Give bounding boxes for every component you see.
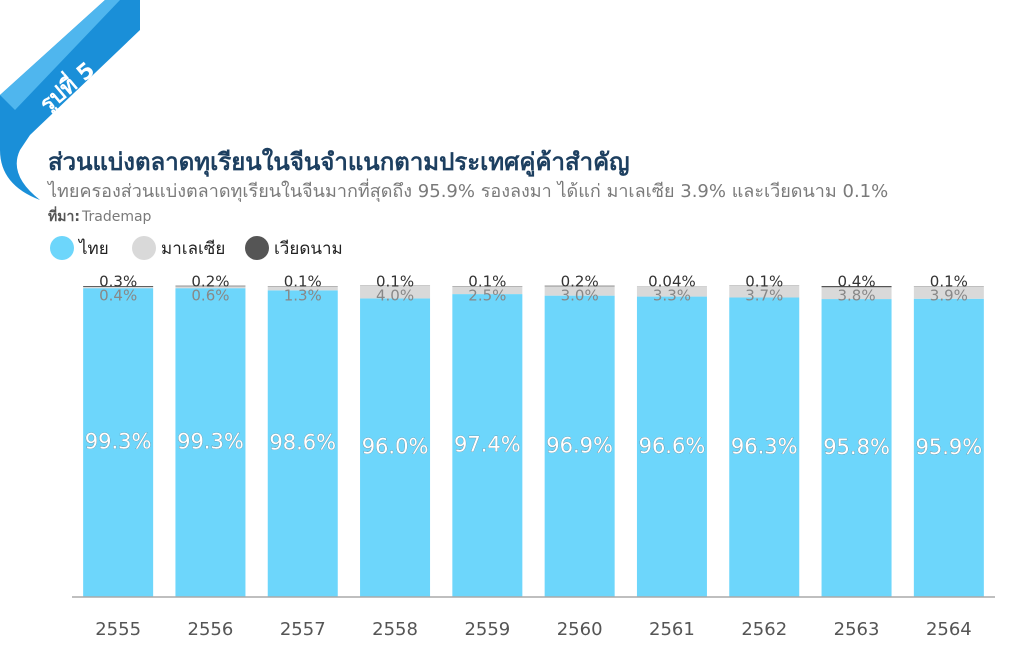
x-tick-label: 2556 xyxy=(188,619,234,640)
value-label: 1.3% xyxy=(284,287,322,305)
source: Trademap xyxy=(81,209,152,225)
bar-segment xyxy=(636,286,707,297)
bar-segment xyxy=(175,286,246,289)
x-tick-label: 2563 xyxy=(834,619,880,640)
value-label: 95.9% xyxy=(915,435,982,459)
value-label: 0.4% xyxy=(837,273,875,291)
value-label: 95.8% xyxy=(823,435,890,459)
value-label: 0.1% xyxy=(745,273,783,291)
bar-segment xyxy=(175,288,246,597)
bar-segment xyxy=(83,286,154,289)
bar-segment xyxy=(267,286,338,291)
bar-segment xyxy=(729,286,800,298)
value-label: 0.1% xyxy=(930,273,968,291)
source-label: ที่มา: xyxy=(48,206,80,225)
bar-segment xyxy=(452,294,523,597)
x-tick-label: 2560 xyxy=(557,619,603,640)
value-label: 0.4% xyxy=(99,287,137,305)
value-label: 3.8% xyxy=(837,287,875,305)
x-tick-label: 2558 xyxy=(372,619,418,640)
legend-swatch xyxy=(132,236,156,260)
bar-segment xyxy=(360,298,431,597)
bar-segment xyxy=(821,286,892,288)
bar-segment xyxy=(544,285,615,287)
bar-segment xyxy=(544,286,615,296)
bar-segment xyxy=(729,297,800,597)
value-label: 3.3% xyxy=(653,287,691,305)
value-label: 96.6% xyxy=(639,434,706,458)
chart-title: ส่วนแบ่งตลาดทุเรียนในจีนจำแนกตามประเทศคู… xyxy=(48,147,630,178)
value-label: 0.2% xyxy=(191,273,229,291)
value-label: 96.3% xyxy=(731,434,798,458)
bar-segment xyxy=(360,286,431,299)
x-tick-label: 2564 xyxy=(926,619,972,640)
value-label: 99.3% xyxy=(177,430,244,454)
value-label: 3.7% xyxy=(745,287,783,305)
legend-label: มาเลเซีย xyxy=(161,239,225,259)
value-label: 0.1% xyxy=(284,273,322,291)
value-label: 0.04% xyxy=(648,273,696,291)
value-label: 3.0% xyxy=(561,287,599,305)
value-label: 0.2% xyxy=(561,273,599,291)
legend-label: เวียดนาม xyxy=(274,239,343,259)
badge-highlight xyxy=(0,0,120,110)
value-label: 99.3% xyxy=(85,430,152,454)
bar-segment xyxy=(821,287,892,300)
value-label: 0.1% xyxy=(468,273,506,291)
bar-segment xyxy=(83,286,154,287)
bar-segment xyxy=(175,285,246,287)
legend-swatch xyxy=(245,236,269,260)
bar-segment xyxy=(913,298,984,597)
bar-segment xyxy=(544,295,615,597)
x-tick-label: 2557 xyxy=(280,619,326,640)
value-label: 98.6% xyxy=(269,431,336,455)
legend-label: ไทย xyxy=(77,238,109,259)
bar-segment xyxy=(636,296,707,597)
x-tick-label: 2561 xyxy=(649,619,695,640)
value-label: 2.5% xyxy=(468,287,506,305)
bar-segment xyxy=(83,288,154,597)
value-label: 96.9% xyxy=(546,433,613,457)
value-label: 96.0% xyxy=(362,435,429,459)
chart-subtitle: ไทยครองส่วนแบ่งตลาดทุเรียนในจีนมากที่สุด… xyxy=(46,178,888,202)
legend-swatch xyxy=(50,236,74,260)
value-label: 0.6% xyxy=(191,287,229,305)
bar-segment xyxy=(913,286,984,299)
value-label: 0.1% xyxy=(376,273,414,291)
bar-segment xyxy=(821,299,892,597)
bar-segment xyxy=(452,286,523,295)
badge-ribbon xyxy=(0,0,140,200)
x-tick-label: 2562 xyxy=(741,619,787,640)
value-label: 3.9% xyxy=(930,287,968,305)
x-tick-label: 2559 xyxy=(464,619,510,640)
bar-segment xyxy=(267,290,338,597)
value-label: 0.3% xyxy=(99,273,137,291)
x-tick-label: 2555 xyxy=(95,619,141,640)
value-label: 4.0% xyxy=(376,287,414,305)
value-label: 97.4% xyxy=(454,433,521,457)
